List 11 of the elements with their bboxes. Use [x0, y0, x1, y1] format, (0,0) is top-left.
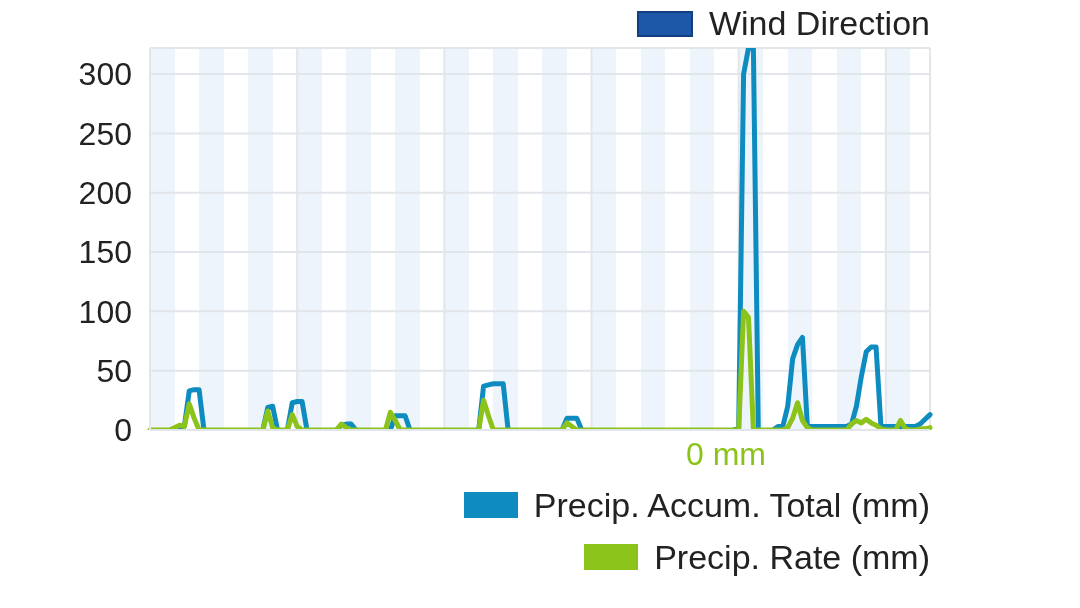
y-tick-label: 50: [96, 353, 132, 390]
y-tick-label: 0: [114, 412, 132, 449]
y-tick-label: 200: [78, 175, 132, 212]
legend-label: Precip. Rate (mm): [654, 537, 930, 577]
legend-label: Precip. Accum. Total (mm): [533, 485, 930, 525]
y-tick-label: 100: [78, 293, 132, 330]
y-tick-label: 150: [78, 234, 132, 271]
text: Wind Direction: [708, 4, 930, 43]
y-tick-label: 300: [78, 56, 132, 93]
y-tick-label: 250: [78, 115, 132, 152]
text: 0 mm: [686, 436, 766, 472]
